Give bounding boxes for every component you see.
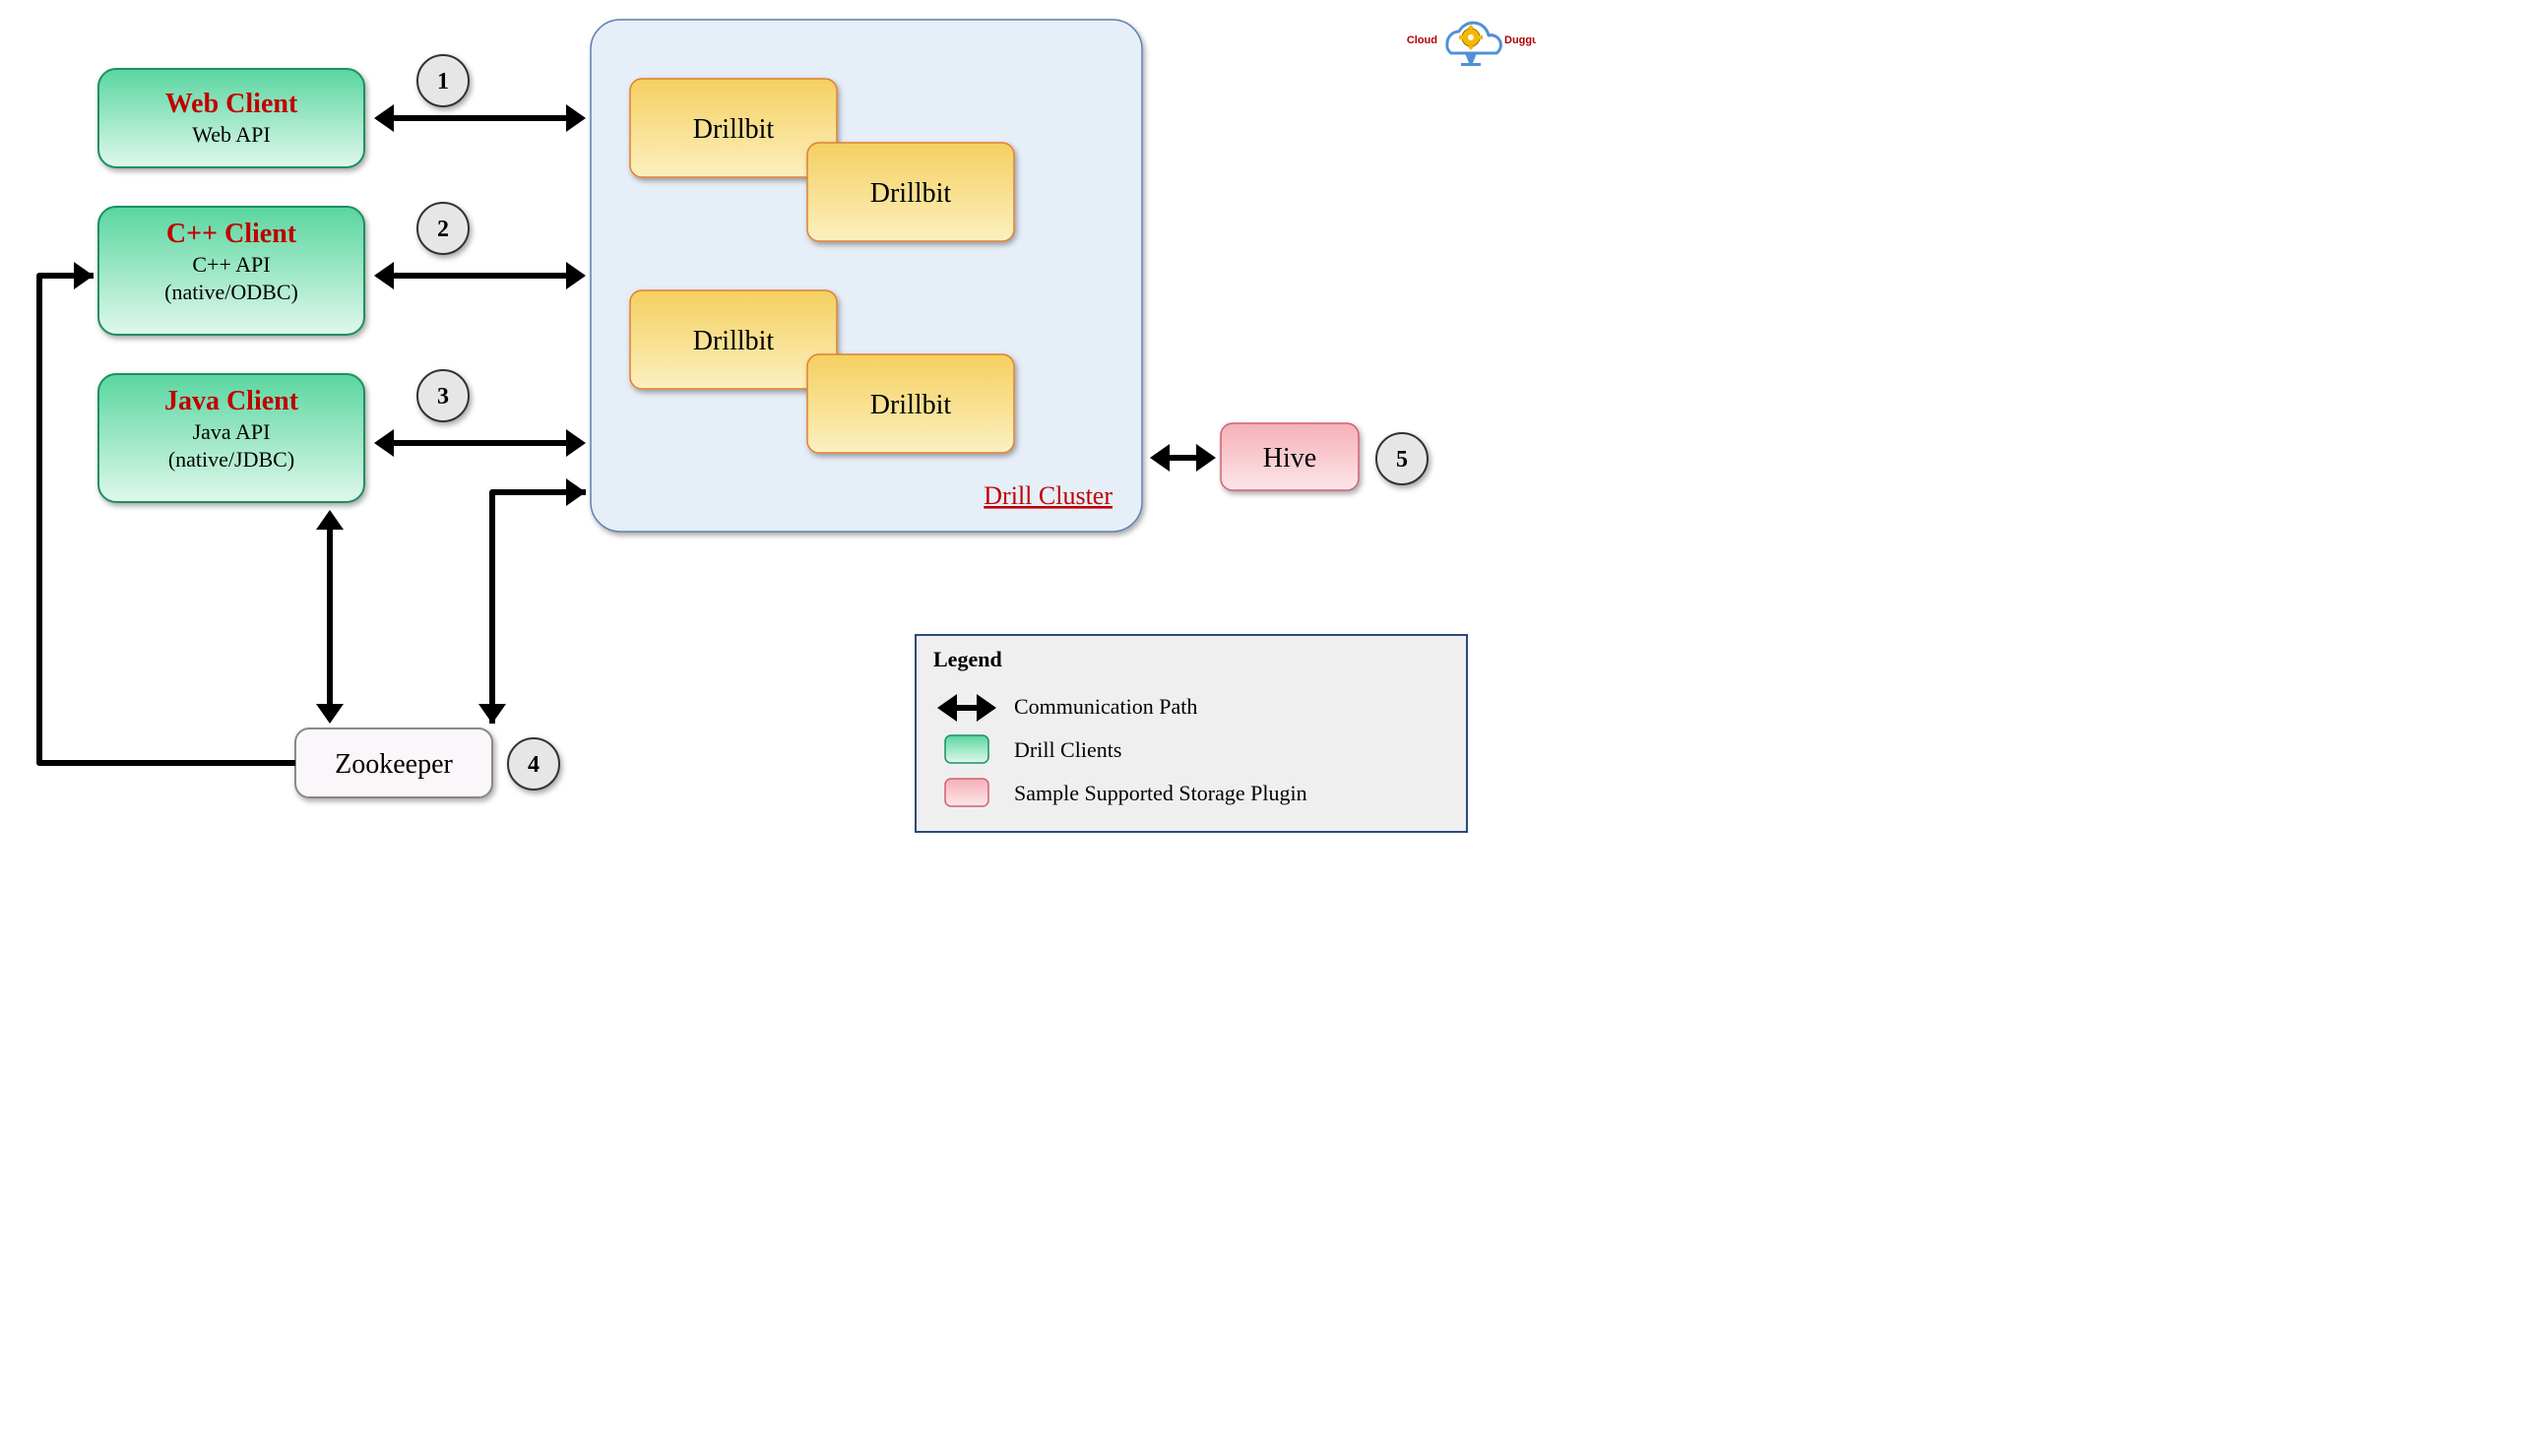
web-client: Web Client Web API <box>98 69 364 167</box>
step-circle-2: 2 <box>417 203 469 254</box>
arrow-cpp-cluster <box>374 262 586 289</box>
step-number: 4 <box>528 752 540 778</box>
drillbit-node: Drillbit <box>630 290 837 389</box>
drillbit-node: Drillbit <box>630 79 837 177</box>
arrow-cpp-zookeeper <box>39 262 295 763</box>
legend-item-label: Sample Supported Storage Plugin <box>1014 781 1307 805</box>
step-circle-4: 4 <box>508 738 559 790</box>
zookeeper-label: Zookeeper <box>335 749 453 780</box>
step-number: 1 <box>437 69 449 95</box>
drillbit-label: Drillbit <box>870 178 952 209</box>
client-subtitle: Java API <box>193 419 271 444</box>
client-subtitle: C++ API <box>192 252 270 277</box>
client-subtitle: Web API <box>192 122 271 147</box>
hive-label: Hive <box>1263 443 1316 474</box>
drillbit-node: Drillbit <box>807 143 1014 241</box>
logo-text-left: Cloud <box>1407 34 1437 46</box>
arrow-java-zookeeper <box>316 510 344 724</box>
logo-text-right: Duggu <box>1504 34 1536 46</box>
step-number: 3 <box>437 384 449 410</box>
step-circle-5: 5 <box>1376 433 1428 484</box>
step-circle-3: 3 <box>417 370 469 421</box>
arrow-cluster-hive <box>1150 444 1216 472</box>
legend-item-label: Communication Path <box>1014 694 1197 719</box>
arrow-web-cluster <box>374 104 586 132</box>
drillbit-label: Drillbit <box>870 390 952 420</box>
client-subtitle2: (native/JDBC) <box>168 447 294 472</box>
cloudduggu-logo: Cloud Duggu <box>1407 23 1536 66</box>
drillbit-label: Drillbit <box>693 326 775 356</box>
java-client: Java Client Java API (native/JDBC) <box>98 374 364 502</box>
client-title: Java Client <box>164 386 299 416</box>
zookeeper-node: Zookeeper <box>295 728 492 797</box>
drill-cluster-label: Drill Cluster <box>984 481 1113 510</box>
client-title: C++ Client <box>166 219 297 249</box>
drillbit-label: Drillbit <box>693 114 775 145</box>
cpp-client: C++ Client C++ API (native/ODBC) <box>98 207 364 335</box>
step-circle-1: 1 <box>417 55 469 106</box>
step-number: 2 <box>437 217 449 242</box>
client-title: Web Client <box>165 89 298 119</box>
arrow-java-cluster <box>374 429 586 457</box>
arrow-zookeeper-cluster <box>478 478 586 724</box>
drillbit-node: Drillbit <box>807 354 1014 453</box>
legend-item-label: Drill Clients <box>1014 737 1121 762</box>
legend-swatch <box>945 779 988 806</box>
hive-node: Hive <box>1221 423 1359 490</box>
legend-title: Legend <box>933 647 1002 671</box>
client-subtitle2: (native/ODBC) <box>164 280 298 304</box>
legend: Legend Communication Path Drill Clients Sam… <box>916 635 1467 832</box>
step-number: 5 <box>1396 447 1408 473</box>
legend-swatch <box>945 735 988 763</box>
